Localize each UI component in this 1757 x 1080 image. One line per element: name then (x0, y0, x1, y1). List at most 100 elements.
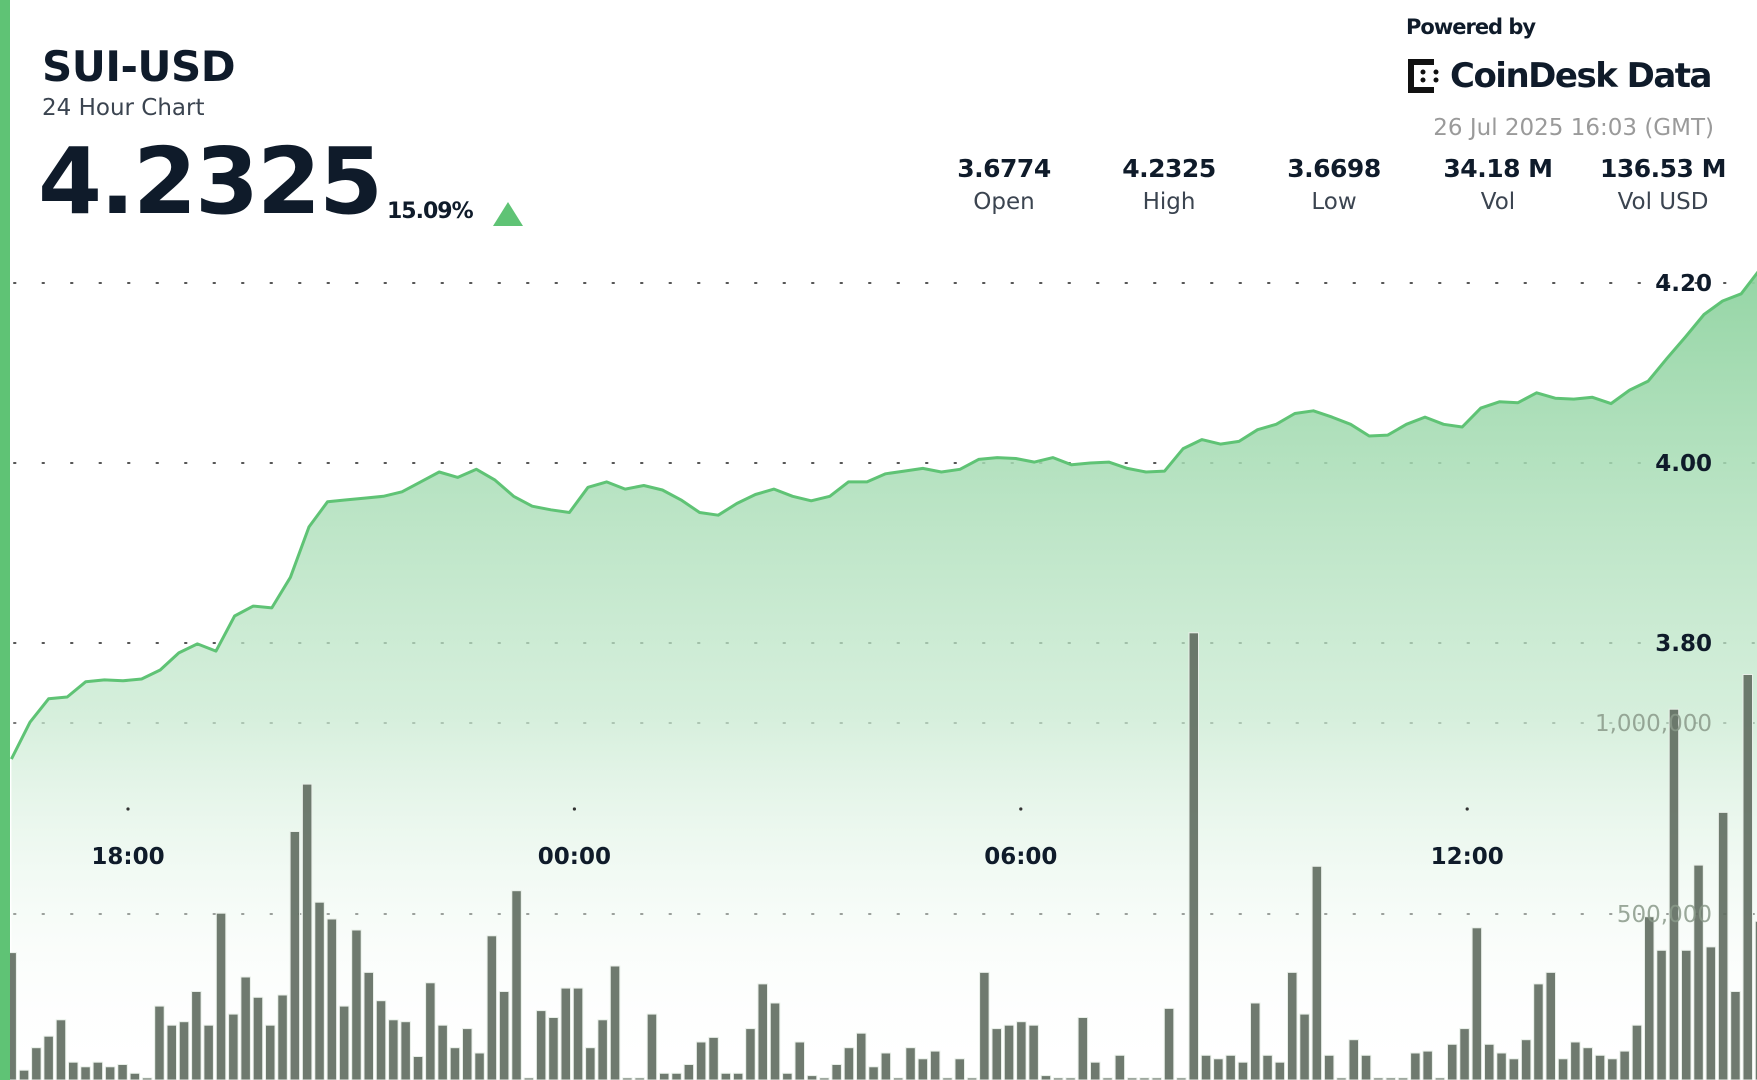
volume-bar (1582, 1047, 1593, 1080)
volume-bar (1151, 1077, 1162, 1080)
x-tick-mark (126, 807, 130, 811)
volume-bar (203, 1024, 214, 1080)
stat-high: 4.2325 High (1089, 154, 1249, 215)
coindesk-mark-icon (1408, 59, 1439, 93)
x-tick-mark (1465, 807, 1469, 811)
stat-label: Open (973, 189, 1035, 215)
stat-low: 3.6698 Low (1254, 154, 1414, 215)
volume-bar (1447, 1043, 1458, 1080)
volume-bar (166, 1024, 177, 1080)
stat-vol: 34.18 M Vol (1418, 154, 1578, 215)
time-axis-label: 00:00 (538, 844, 611, 870)
volume-bar (1225, 1054, 1236, 1080)
volume-bar (1237, 1061, 1249, 1080)
volume-bar (117, 1064, 128, 1080)
volume-bar (1126, 1077, 1138, 1080)
volume-bar (966, 1077, 978, 1080)
volume-bar (819, 1077, 830, 1080)
stat-label: Vol (1480, 189, 1516, 215)
coindesk-logo: CoinDesk Data (1406, 56, 1713, 96)
volume-bar (55, 1019, 67, 1080)
volume-bar (905, 1047, 916, 1080)
volume-bar (1644, 916, 1655, 1080)
volume-bar (351, 929, 362, 1080)
volume-bar (301, 783, 313, 1080)
volume-bar (1274, 1061, 1286, 1080)
volume-axis-label: 500,000 (1617, 902, 1712, 928)
volume-bar (1176, 1077, 1187, 1080)
volume-bar (1373, 1077, 1384, 1080)
volume-bars (6, 632, 1757, 1080)
volume-bar (388, 1019, 399, 1080)
volume-bar (1090, 1061, 1101, 1080)
volume-bar (141, 1077, 153, 1080)
volume-bar (782, 1072, 793, 1080)
volume-bar (129, 1072, 141, 1080)
volume-bar (449, 1047, 461, 1080)
volume-bar (1410, 1052, 1421, 1080)
volume-bar (695, 1041, 707, 1080)
price-axis-label: 4.00 (1655, 451, 1712, 477)
volume-axis-label: 1,000,000 (1595, 711, 1712, 737)
volume-bar (1323, 1054, 1335, 1080)
volume-bar (1631, 1024, 1643, 1080)
volume-bar (314, 901, 325, 1080)
time-axis-label: 18:00 (91, 844, 164, 870)
volume-bar (1287, 971, 1298, 1080)
volume-bar (1262, 1054, 1273, 1080)
volume-bar (856, 1032, 867, 1080)
volume-bar (1594, 1054, 1606, 1080)
volume-bar (363, 971, 374, 1080)
volume-bar (1040, 1075, 1052, 1080)
volume-bar (523, 1077, 535, 1080)
volume-bar (191, 991, 202, 1080)
volume-bar (486, 935, 498, 1080)
volume-bar (683, 1064, 695, 1080)
volume-bar (1163, 1007, 1175, 1080)
volume-bar (806, 1075, 818, 1080)
current-price: 4.2325 (38, 128, 383, 235)
volume-bar (1742, 674, 1753, 1080)
volume-bar (68, 1061, 79, 1080)
volume-bar (1656, 949, 1667, 1080)
volume-bar (979, 971, 990, 1080)
volume-bar (1557, 1058, 1569, 1080)
volume-bar (1311, 865, 1323, 1080)
volume-bar (1533, 983, 1544, 1080)
volume-bar (1705, 946, 1717, 1080)
volume-bar (671, 1072, 682, 1080)
volume-bar (412, 1056, 424, 1080)
volume-bar (31, 1047, 42, 1080)
volume-bar (1681, 949, 1692, 1080)
volume-bar (880, 1052, 892, 1080)
volume-bar (609, 965, 621, 1080)
volume-bar (1188, 632, 1199, 1080)
volume-bar (622, 1077, 633, 1080)
volume-bar (1668, 708, 1680, 1080)
stat-open: 3.6774 Open (924, 154, 1084, 215)
volume-bar (893, 1077, 904, 1080)
volume-bar (1422, 1050, 1433, 1080)
volume-bar (634, 1077, 645, 1080)
volume-bar (1545, 971, 1556, 1080)
volume-bar (929, 1050, 941, 1080)
volume-bar (831, 1064, 842, 1080)
volume-bar (1299, 1013, 1310, 1080)
volume-bar (1250, 1002, 1261, 1080)
time-axis-label: 06:00 (984, 844, 1057, 870)
volume-bar (732, 1072, 744, 1080)
volume-bar (1508, 1058, 1520, 1080)
price-line (10, 270, 1757, 760)
stat-label: Vol USD (1617, 189, 1709, 215)
pair-title: SUI-USD (42, 42, 236, 91)
volume-bar (1754, 920, 1757, 1080)
chart-subtitle: 24 Hour Chart (42, 95, 205, 121)
volume-bar (1693, 864, 1704, 1080)
volume-bar (794, 1041, 805, 1080)
price-change: 15.09% (387, 199, 474, 224)
stat-value: 34.18 M (1443, 154, 1553, 183)
volume-bar (1730, 991, 1741, 1080)
volume-bar (1053, 1077, 1064, 1080)
volume-bar (1028, 1024, 1039, 1080)
